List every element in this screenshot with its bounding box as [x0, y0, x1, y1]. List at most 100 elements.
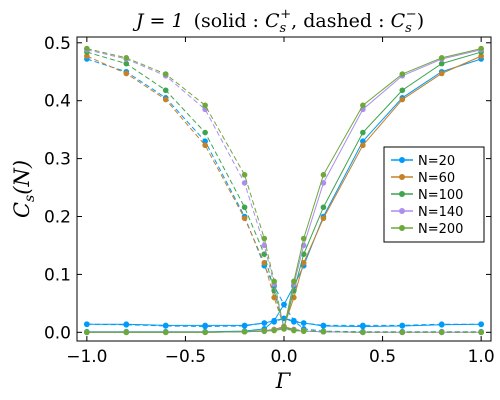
x-tick-label: 0.5 [369, 347, 396, 367]
series-n20-dashed-low-point [84, 321, 90, 328]
series-n200-solid-point [478, 45, 484, 52]
series-n60-dashed-point [202, 142, 208, 149]
series-n200-solid-point [300, 235, 307, 242]
legend-marker [399, 225, 405, 231]
series-n20-dashed-low-point [202, 323, 208, 330]
y-tick-label: 0.3 [44, 150, 71, 170]
series-n20-dashed-low-point [241, 323, 248, 329]
series-n200-dashed-point [202, 102, 208, 109]
series-n20-dashed-low-point [162, 323, 169, 329]
series-n100-solid-point [360, 129, 366, 136]
y-tick-label: 0.2 [44, 208, 71, 228]
series-n200-dashed-point [300, 328, 307, 334]
x-tick-label: 0.0 [270, 347, 297, 367]
x-axis-label: Γ [275, 369, 292, 393]
series-n60-solid-point [360, 142, 366, 149]
series-n200-dashed-point [478, 329, 484, 336]
series-n200-solid-point [84, 329, 90, 336]
series-n140-dashed-point [261, 242, 268, 249]
series-n200-dashed-point [162, 71, 169, 77]
series-n200-dashed-point [360, 329, 366, 336]
legend-label: N=100 [418, 188, 463, 203]
legend-marker [399, 157, 405, 163]
y-tick-label: 0.5 [44, 34, 71, 54]
series-n20-dashed-low-point [478, 321, 484, 328]
series-n200-dashed-point [271, 278, 277, 285]
series-n200-dashed-point [320, 328, 327, 335]
series-n200-dashed-point [291, 327, 297, 334]
series-n60-solid-point [399, 96, 406, 103]
series-n60-dashed-point [261, 260, 268, 266]
y-axis-label: Cs(N) [10, 160, 38, 218]
legend-marker [399, 208, 405, 214]
series-n140-solid-point [320, 180, 327, 186]
y-tick-label: 0.0 [44, 323, 71, 343]
series-n200-solid-point [241, 328, 248, 335]
series-n200-solid-point [320, 172, 327, 178]
series-n20-dashed-point [281, 301, 287, 308]
series-n20-dashed-low-point [123, 321, 130, 328]
series-n100-dashed-point [241, 204, 248, 211]
series-n20-dashed-low-point [360, 322, 366, 329]
series-n60-solid-point [300, 260, 307, 266]
chart-title: J = 1 (solid : Cs+, dashed : Cs−) [132, 7, 424, 36]
series-n60-dashed-point [123, 70, 130, 77]
series-n60-dashed-point [162, 96, 169, 103]
series-n100-solid-point [399, 87, 406, 94]
series-n60-dashed-point [84, 53, 90, 59]
series-n200-dashed-point [123, 55, 130, 61]
series-n200-solid-point [202, 329, 208, 336]
series-n100-dashed-point [202, 129, 208, 136]
series-n60-dashed-point [271, 294, 277, 301]
x-tick-label: −1.0 [66, 347, 107, 367]
series-n200-dashed-point [399, 329, 406, 336]
series-n20-dashed-low-point [399, 322, 406, 329]
series-n60-dashed-point [241, 215, 248, 222]
series-n60-solid-point [320, 215, 327, 222]
series-n20-dashed-low-point [291, 317, 297, 324]
series-n200-solid-point [438, 55, 445, 61]
legend-label: N=20 [418, 154, 455, 169]
y-tick-label: 0.1 [44, 265, 71, 285]
series-n200-solid-point [360, 102, 366, 109]
legend-label: N=60 [418, 171, 455, 186]
series-n100-solid-point [438, 60, 445, 67]
series-n20-dashed-low-point [271, 319, 277, 325]
series-n20-dashed-low-point [320, 322, 327, 329]
series-n60-solid-point [478, 53, 484, 59]
series-n200-dashed-point [281, 326, 287, 332]
series-n200-solid-point [271, 327, 277, 334]
series-n20-dashed-low-point [300, 320, 307, 326]
series-n200-solid-point [162, 329, 169, 336]
series-n100-solid-point [320, 204, 327, 211]
series-n20-solid-point [360, 138, 366, 145]
series-n200-dashed-point [438, 329, 445, 336]
series-n20-dashed-low-point [261, 320, 268, 326]
x-tick-label: −0.5 [165, 347, 206, 367]
series-layer [84, 45, 484, 336]
legend: N=20 N=60 N=100 N=140 N=200 [383, 146, 485, 243]
series-n100-dashed-point [162, 87, 169, 94]
legend-marker [399, 191, 405, 197]
series-n20-dashed-low [86, 317, 482, 328]
series-n100-dashed [86, 51, 482, 333]
series-n140-dashed-point [241, 180, 248, 186]
legend-marker [399, 174, 405, 180]
series-n200-dashed-point [84, 45, 90, 52]
legend-label: N=200 [418, 222, 463, 237]
series-n60-solid-point [438, 70, 445, 77]
series-n200-dashed-point [261, 235, 268, 242]
series-n200-dashed-point [241, 172, 248, 178]
series-n200-solid-point [291, 278, 297, 285]
series-n200-solid-point [261, 328, 268, 334]
legend-label: N=140 [418, 205, 463, 220]
series-n20-dashed-point [202, 138, 208, 145]
series-n200-solid-point [399, 71, 406, 77]
series-n20-dashed-low-point [438, 321, 445, 328]
series-n100-dashed-point [123, 60, 130, 67]
series-n200-solid-point [123, 329, 130, 336]
x-tick-label: 1.0 [468, 347, 495, 367]
y-tick-label: 0.4 [44, 92, 71, 112]
axis-ticks: −1.0 −0.5 0.0 0.5 1.0 0.0 0.1 0.2 0.3 0.4 0.5 [44, 34, 495, 367]
